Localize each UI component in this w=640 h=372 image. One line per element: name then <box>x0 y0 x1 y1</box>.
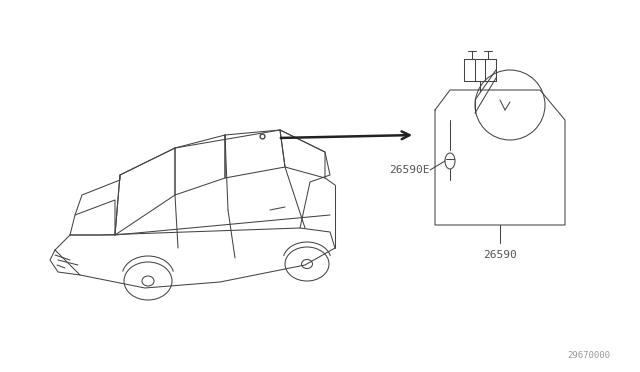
Text: 29670000: 29670000 <box>567 350 610 359</box>
Text: 26590: 26590 <box>483 250 517 260</box>
Text: 26590E: 26590E <box>390 165 430 175</box>
